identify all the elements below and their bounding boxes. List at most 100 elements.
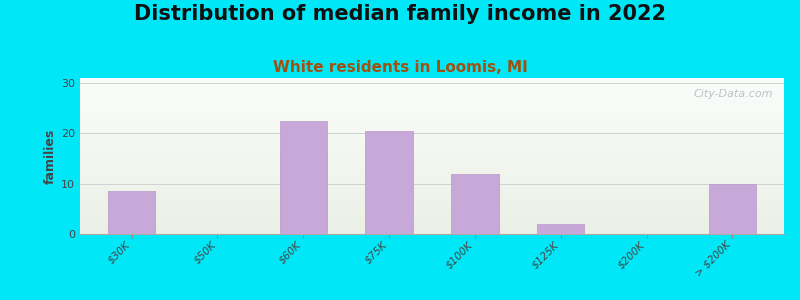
Bar — [80, 116, 784, 117]
Bar — [80, 79, 784, 80]
Bar — [537, 224, 584, 234]
Bar — [80, 85, 784, 86]
Bar — [80, 198, 784, 199]
Bar — [80, 205, 784, 206]
Bar — [80, 182, 784, 183]
Bar — [80, 86, 784, 87]
Bar — [80, 215, 784, 216]
Bar — [80, 229, 784, 230]
Bar — [80, 80, 784, 81]
Bar — [80, 218, 784, 219]
Bar — [80, 199, 784, 200]
Bar — [80, 78, 784, 79]
Bar — [80, 167, 784, 168]
Bar — [80, 95, 784, 96]
Bar — [80, 160, 784, 161]
Bar — [80, 164, 784, 165]
Bar — [80, 137, 784, 138]
Bar — [80, 141, 784, 142]
Bar — [80, 163, 784, 164]
Bar — [80, 84, 784, 85]
Bar — [80, 82, 784, 83]
Bar — [80, 217, 784, 218]
Bar — [80, 162, 784, 163]
Bar — [80, 98, 784, 99]
Bar — [80, 180, 784, 181]
Bar — [80, 203, 784, 204]
Bar — [80, 91, 784, 92]
Bar — [80, 140, 784, 141]
Bar — [80, 129, 784, 130]
Bar — [80, 128, 784, 129]
Bar — [80, 112, 784, 113]
Bar — [80, 172, 784, 173]
Bar — [80, 135, 784, 136]
Bar — [80, 168, 784, 169]
Bar — [80, 191, 784, 192]
Bar — [80, 190, 784, 191]
Bar — [80, 174, 784, 175]
Bar — [108, 191, 155, 234]
Bar — [80, 183, 784, 184]
Bar — [80, 157, 784, 158]
Bar — [80, 142, 784, 143]
Bar — [80, 130, 784, 131]
Bar — [80, 230, 784, 231]
Bar — [80, 90, 784, 91]
Bar — [80, 214, 784, 215]
Bar — [80, 204, 784, 205]
Bar — [80, 151, 784, 152]
Bar — [80, 181, 784, 182]
Bar — [80, 111, 784, 112]
Bar — [80, 149, 784, 150]
Bar — [80, 87, 784, 88]
Bar — [80, 122, 784, 123]
Bar — [80, 144, 784, 145]
Bar — [80, 175, 784, 176]
Bar — [80, 132, 784, 133]
Bar — [80, 227, 784, 228]
Bar — [80, 110, 784, 111]
Bar — [80, 125, 784, 126]
Bar — [80, 184, 784, 185]
Bar — [80, 104, 784, 105]
Bar — [80, 106, 784, 107]
Bar — [80, 231, 784, 232]
Bar — [80, 220, 784, 221]
Bar — [80, 118, 784, 119]
Bar — [80, 148, 784, 149]
Bar — [80, 202, 784, 203]
Bar — [80, 200, 784, 201]
Bar — [80, 219, 784, 220]
Bar — [80, 169, 784, 170]
Bar — [709, 184, 756, 234]
Bar — [80, 108, 784, 109]
Bar — [80, 212, 784, 213]
Text: White residents in Loomis, MI: White residents in Loomis, MI — [273, 60, 527, 75]
Bar — [80, 176, 784, 177]
Bar — [80, 213, 784, 214]
Bar — [80, 136, 784, 137]
Bar — [451, 174, 498, 234]
Bar — [80, 166, 784, 167]
Bar — [80, 126, 784, 127]
Bar — [80, 156, 784, 157]
Bar — [80, 94, 784, 95]
Bar — [80, 113, 784, 114]
Bar — [80, 127, 784, 128]
Bar — [80, 196, 784, 197]
Bar — [80, 109, 784, 110]
Bar — [80, 81, 784, 82]
Bar — [280, 121, 327, 234]
Bar — [80, 223, 784, 224]
Bar — [80, 93, 784, 94]
Bar — [80, 138, 784, 139]
Bar — [80, 99, 784, 100]
Bar — [80, 134, 784, 135]
Text: Distribution of median family income in 2022: Distribution of median family income in … — [134, 4, 666, 25]
Bar — [80, 232, 784, 233]
Bar — [80, 102, 784, 103]
Bar — [80, 101, 784, 102]
Bar — [80, 139, 784, 140]
Bar — [80, 146, 784, 147]
